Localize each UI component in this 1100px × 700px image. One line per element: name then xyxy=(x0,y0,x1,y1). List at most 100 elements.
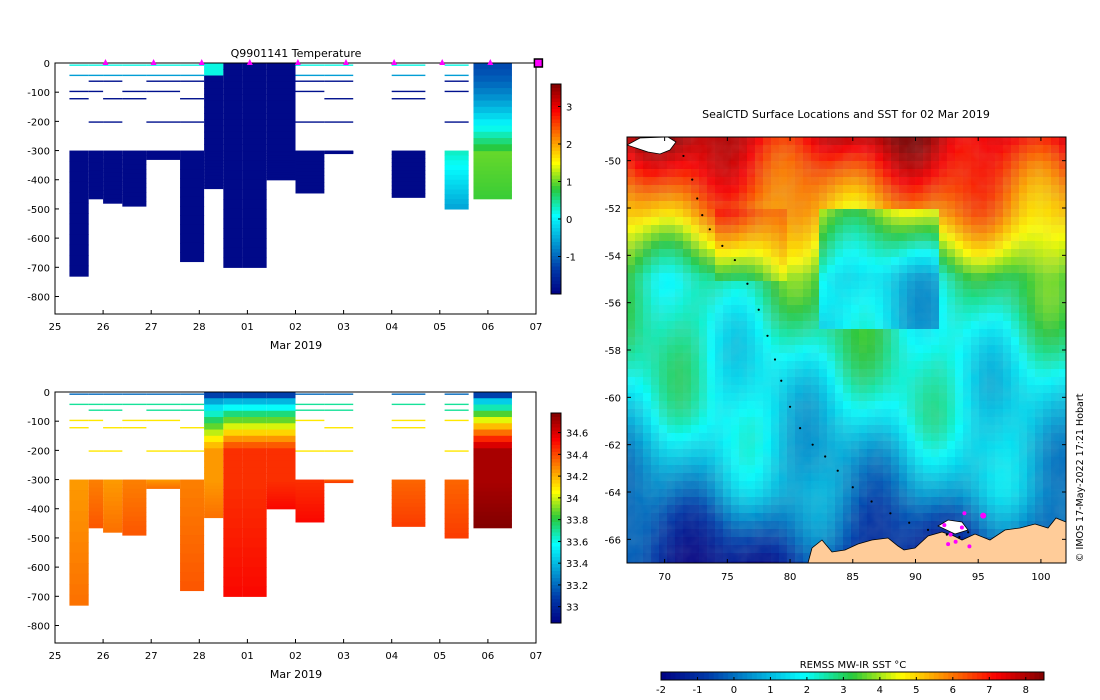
profile-cell xyxy=(391,154,426,159)
profile-cell xyxy=(103,163,123,169)
colorbar-segment xyxy=(551,276,561,281)
profile-cell xyxy=(266,125,296,133)
profile-cell xyxy=(473,460,512,468)
colorbar-segment xyxy=(551,584,561,589)
profile-cell xyxy=(122,484,147,490)
profile-cell xyxy=(223,528,243,539)
colorbar-segment xyxy=(551,462,561,466)
profile-cell xyxy=(295,479,325,484)
y-tick-label: -200 xyxy=(27,446,50,457)
profile-cell xyxy=(204,429,224,437)
profile-cell xyxy=(295,189,325,194)
profile-cell xyxy=(204,75,224,83)
profile-cell xyxy=(204,125,224,133)
profile-cell xyxy=(88,487,104,493)
map-x-tick-label: 80 xyxy=(784,572,797,583)
profile-cell xyxy=(88,166,104,172)
profile-cell xyxy=(204,63,224,70)
profile-cell xyxy=(391,499,426,504)
profile-cell xyxy=(266,155,296,159)
profile-cell xyxy=(266,150,296,154)
profile-cell xyxy=(180,187,205,198)
profile-cell xyxy=(295,493,325,498)
profile-cell xyxy=(204,106,224,114)
profile-cell xyxy=(473,479,512,485)
colorbar-segment xyxy=(890,672,897,680)
profile-cell xyxy=(391,170,426,175)
colorbar-segment xyxy=(981,672,988,680)
colorbar-segment xyxy=(551,140,561,144)
profile-cell xyxy=(146,155,181,157)
colorbar-segment xyxy=(871,672,877,680)
profile-cell xyxy=(295,121,325,123)
profile-cell xyxy=(242,508,267,520)
profile-cell xyxy=(146,158,181,160)
profile-cell xyxy=(391,427,426,429)
profile-cell xyxy=(324,427,354,429)
profile-2 xyxy=(88,64,104,200)
x-tick-label: 03 xyxy=(337,651,350,662)
profile-cell xyxy=(242,586,267,597)
colorbar-segment xyxy=(818,672,825,680)
profile-cell xyxy=(473,150,512,156)
profile-cell xyxy=(146,486,181,489)
profile-cell xyxy=(266,404,296,412)
colorbar-segment xyxy=(551,206,561,211)
map-y-tick-label: -64 xyxy=(605,488,621,499)
profile-cell xyxy=(146,403,181,406)
colorbar-segment xyxy=(551,532,561,536)
profile-5 xyxy=(146,64,181,160)
profile-cell xyxy=(444,450,469,452)
map-y-tick-label: -54 xyxy=(605,251,621,262)
profile-cell xyxy=(242,218,267,229)
profile-cell xyxy=(146,157,181,159)
profile-cell xyxy=(266,496,296,500)
colorbar-segment xyxy=(785,672,791,680)
profile-cell xyxy=(242,537,267,549)
colorbar-segment xyxy=(551,434,561,438)
profile-cell xyxy=(69,234,89,246)
profile-cell xyxy=(444,499,469,505)
profile-cell xyxy=(69,98,89,100)
profile-cell xyxy=(204,485,224,490)
colorbar-segment xyxy=(670,672,676,680)
colorbar-segment xyxy=(551,108,561,113)
y-tick-label: -500 xyxy=(27,534,50,545)
profile-cell xyxy=(391,518,426,523)
profile-cell xyxy=(473,162,512,168)
profile-cell xyxy=(69,490,89,502)
profile-cell xyxy=(444,503,469,510)
colorbar-segment xyxy=(551,507,561,512)
profile-cell xyxy=(324,403,354,406)
profile-cell xyxy=(473,435,512,443)
colorbar-segment xyxy=(551,178,561,183)
track-point xyxy=(701,214,704,217)
profile-cell xyxy=(444,419,469,422)
profile-cell xyxy=(69,500,89,512)
profile-cell xyxy=(180,206,205,216)
colorbar-segment xyxy=(957,672,964,680)
colorbar-segment xyxy=(551,98,561,102)
profile-cell xyxy=(180,159,205,170)
profile-cell xyxy=(69,427,89,429)
profile-cell xyxy=(180,507,205,518)
profile-cell xyxy=(180,409,205,411)
profile-cell xyxy=(122,173,147,179)
y-tick-label: -100 xyxy=(27,417,50,428)
profile-cell xyxy=(103,450,123,452)
profile-cell xyxy=(295,164,325,169)
profile-1 xyxy=(69,64,89,277)
profile-cell xyxy=(324,482,354,484)
profile-cell xyxy=(391,162,426,167)
profile-cell xyxy=(473,63,512,70)
profile-cell xyxy=(266,144,296,152)
profile-cell xyxy=(295,150,325,155)
profile-cell xyxy=(223,398,243,406)
profile-cell xyxy=(122,192,147,198)
track-point xyxy=(757,308,760,311)
colorbar-segment xyxy=(551,119,561,123)
colorbar-frame xyxy=(660,671,1045,681)
colorbar-segment xyxy=(551,259,561,263)
profile-cell xyxy=(391,181,426,187)
profile-cell xyxy=(444,174,469,181)
